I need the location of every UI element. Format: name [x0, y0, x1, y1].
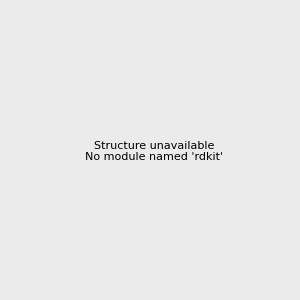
Text: Structure unavailable
No module named 'rdkit': Structure unavailable No module named 'r… [85, 141, 223, 162]
